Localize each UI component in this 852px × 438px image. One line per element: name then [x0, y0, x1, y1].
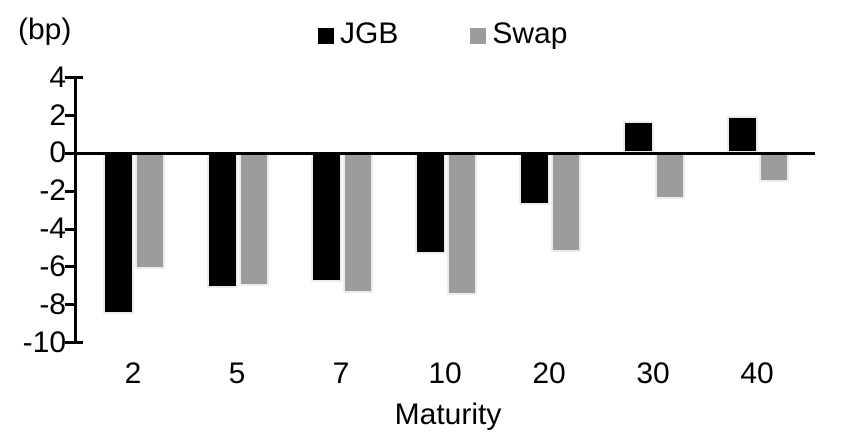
x-tick-label: 30	[636, 357, 670, 390]
bar-swap-7	[343, 153, 373, 294]
legend-label-swap: Swap	[492, 17, 568, 50]
y-tick-label: -6	[39, 249, 66, 283]
y-tick-label: 2	[49, 98, 66, 132]
x-tick-label: 7	[332, 357, 350, 390]
bar-jgb-10	[415, 153, 446, 254]
bar-jgb-7	[311, 153, 342, 283]
y-tick-label: -10	[22, 325, 66, 359]
y-axis-unit-label: (bp)	[18, 13, 72, 46]
legend: JGB Swap	[318, 18, 567, 50]
y-tick-label: -4	[39, 212, 66, 246]
bar-jgb-40	[727, 115, 758, 154]
y-tick-mark	[65, 341, 83, 345]
bar-swap-5	[239, 153, 269, 286]
jgb-series-swatch-icon	[318, 27, 334, 44]
bar-swap-30	[655, 153, 685, 199]
bar-swap-20	[551, 153, 581, 252]
y-tick-mark	[65, 303, 77, 307]
swap-series-swatch-icon	[470, 27, 487, 44]
y-tick-mark	[65, 265, 77, 269]
y-tick-mark	[65, 151, 77, 155]
bar-jgb-30	[623, 121, 654, 154]
bar-swap-10	[447, 153, 477, 296]
bar-jgb-20	[519, 153, 550, 205]
x-tick-label: 20	[532, 357, 566, 390]
bar-swap-2	[135, 153, 165, 269]
x-tick-label: 10	[428, 357, 462, 390]
legend-item-swap: Swap	[470, 18, 567, 50]
y-tick-mark	[65, 76, 83, 80]
legend-label-jgb: JGB	[340, 17, 399, 50]
bar-swap-40	[759, 153, 789, 182]
zero-baseline	[77, 151, 815, 155]
y-tick-label: 0	[49, 136, 66, 170]
bar-jgb-2	[103, 153, 134, 315]
y-tick-label: -2	[39, 174, 66, 208]
legend-item-jgb: JGB	[318, 18, 398, 50]
x-tick-label: 5	[228, 357, 246, 390]
y-tick-mark	[65, 114, 77, 118]
y-axis-line	[74, 76, 77, 345]
bar-jgb-5	[207, 153, 238, 288]
y-tick-label: 4	[49, 60, 66, 94]
x-tick-label: 40	[740, 357, 774, 390]
x-tick-label: 2	[124, 357, 142, 390]
y-tick-mark	[65, 189, 77, 193]
y-tick-mark	[65, 227, 77, 231]
x-axis-title: Maturity	[394, 398, 502, 431]
y-tick-label: -8	[39, 287, 66, 321]
